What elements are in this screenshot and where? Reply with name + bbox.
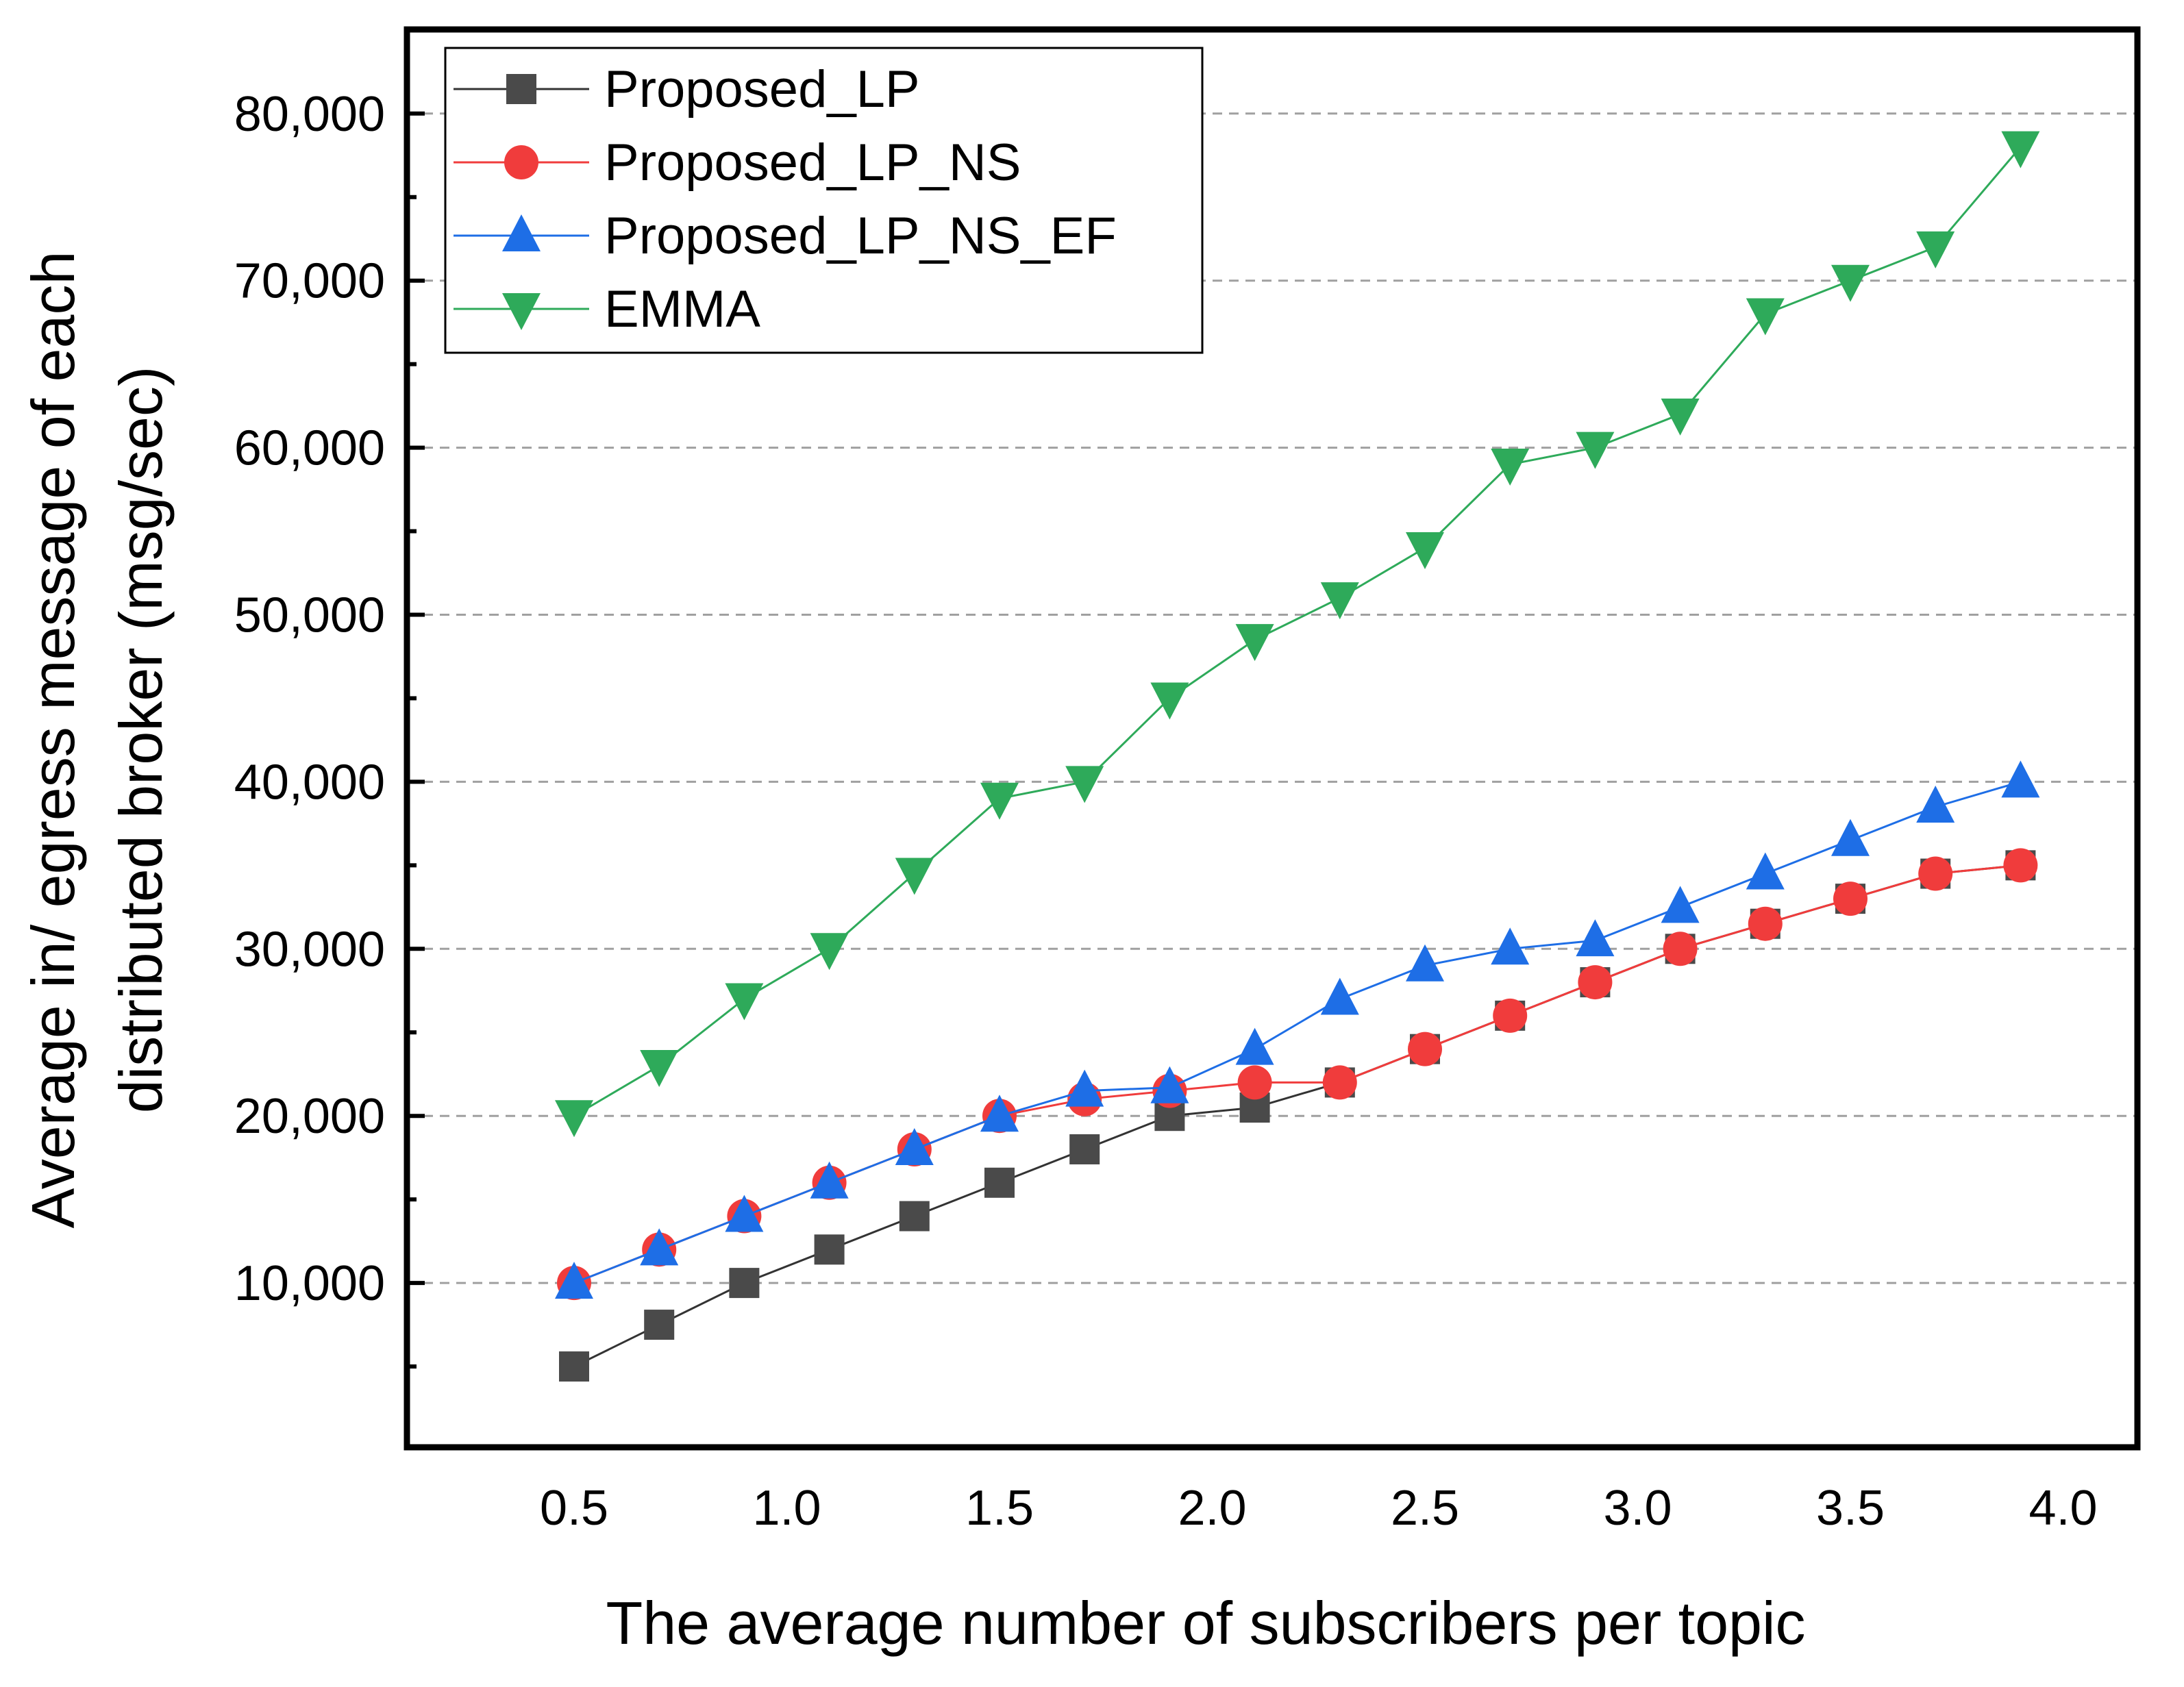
series-proposed-lp-ns (557, 848, 2038, 1301)
y-tick-label: 30,000 (234, 922, 385, 977)
data-point (1150, 682, 1189, 720)
data-point (899, 1201, 930, 1232)
data-point (1916, 231, 1955, 268)
data-point (1320, 582, 1359, 620)
data-point (1916, 785, 1955, 823)
data-point (895, 1127, 934, 1165)
data-point (2001, 760, 2040, 798)
data-point (729, 1268, 760, 1299)
data-point (555, 1262, 593, 1299)
data-point (1576, 432, 1615, 469)
y-tick-label: 80,000 (234, 87, 385, 142)
tick-labels: 10,000 20,000 30,000 40,000 50,000 60,000 70,0… (234, 87, 2098, 1536)
legend-marker (506, 74, 536, 104)
data-point (1918, 856, 1953, 891)
y-tick-label: 50,000 (234, 588, 385, 643)
data-point (555, 1100, 593, 1138)
y-tick-label: 70,000 (234, 254, 385, 309)
data-point (559, 1351, 589, 1382)
data-point (2003, 848, 2038, 883)
x-tick-label: 1.0 (752, 1481, 821, 1536)
legend-item: EMMA (454, 280, 760, 338)
axis-ticks (407, 111, 425, 1369)
series-proposed-lp-ns-ef (555, 760, 2040, 1299)
data-point (1237, 1065, 1272, 1100)
data-point (1320, 977, 1359, 1015)
data-point (1661, 398, 1700, 436)
y-tick-label: 40,000 (234, 755, 385, 810)
legend-item: Proposed_LP_NS_EF (454, 207, 1117, 265)
data-point (895, 858, 934, 895)
data-point (814, 1234, 845, 1265)
data-point (1065, 766, 1104, 803)
legend-label: EMMA (604, 280, 760, 338)
series-layer (555, 131, 2040, 1382)
legend-label: Proposed_LP (604, 60, 920, 118)
data-point (725, 983, 764, 1021)
data-point (644, 1310, 675, 1340)
x-tick-label: 4.0 (2028, 1481, 2097, 1536)
y-tick-label: 60,000 (234, 421, 385, 476)
data-point (980, 782, 1019, 820)
y-axis-title-line-1: Average in/ egress message of each (19, 251, 87, 1229)
data-point (2001, 131, 2040, 168)
y-axis-title-line-2: distributed broker (msg/sec) (107, 366, 175, 1114)
data-point (1578, 965, 1613, 1000)
legend-box (444, 47, 1204, 354)
x-tick-label: 2.0 (1178, 1481, 1246, 1536)
data-point (1235, 1027, 1274, 1065)
legend-label: Proposed_LP_NS_EF (604, 207, 1117, 265)
data-point (1831, 818, 1870, 856)
legend-label: Proposed_LP_NS (604, 134, 1021, 192)
x-tick-label: 0.5 (540, 1481, 608, 1536)
data-point (1746, 298, 1785, 336)
legend-marker (502, 293, 541, 330)
legend-item: Proposed_LP (454, 60, 920, 118)
legend: Proposed_LP Proposed_LP_NS Proposed_LP_NS_… (444, 47, 1204, 354)
data-point (640, 1050, 679, 1088)
data-point (1491, 927, 1530, 965)
data-point (1069, 1134, 1100, 1164)
data-point (640, 1228, 679, 1266)
data-point (725, 1195, 764, 1232)
data-point (1831, 264, 1870, 302)
series-line (573, 864, 2021, 1284)
x-tick-label: 3.0 (1603, 1481, 1672, 1536)
data-point (1576, 919, 1615, 957)
data-point (1408, 1032, 1442, 1066)
data-point (1746, 852, 1785, 890)
data-point (1661, 886, 1700, 923)
data-point (810, 933, 849, 971)
data-point (1065, 1069, 1104, 1107)
data-point (1406, 532, 1444, 569)
legend-marker (504, 145, 538, 179)
legend-item: Proposed_LP_NS (454, 134, 1021, 192)
x-tick-label: 2.5 (1391, 1481, 1459, 1536)
legend-marker (502, 214, 541, 251)
series-line (573, 780, 2021, 1284)
data-point (1406, 944, 1444, 982)
data-point (810, 1161, 849, 1199)
series-line (573, 146, 2022, 1117)
data-point (1493, 998, 1528, 1033)
data-point (1235, 624, 1274, 662)
data-point (1150, 1066, 1189, 1103)
data-point (984, 1167, 1015, 1198)
data-point (1491, 448, 1530, 486)
series-emma (555, 131, 2040, 1138)
plot-frame (404, 26, 2141, 1451)
data-point (1663, 932, 1698, 966)
data-point (1833, 882, 1867, 916)
y-tick-label: 20,000 (234, 1089, 385, 1144)
data-point (980, 1095, 1019, 1132)
data-point (1322, 1065, 1357, 1100)
y-tick-label: 10,000 (234, 1256, 385, 1311)
data-point (1748, 906, 1783, 941)
x-tick-label: 1.5 (965, 1481, 1034, 1536)
x-tick-label: 3.5 (1816, 1481, 1885, 1536)
x-axis-title: The average number of subscribers per to… (606, 1589, 1805, 1657)
